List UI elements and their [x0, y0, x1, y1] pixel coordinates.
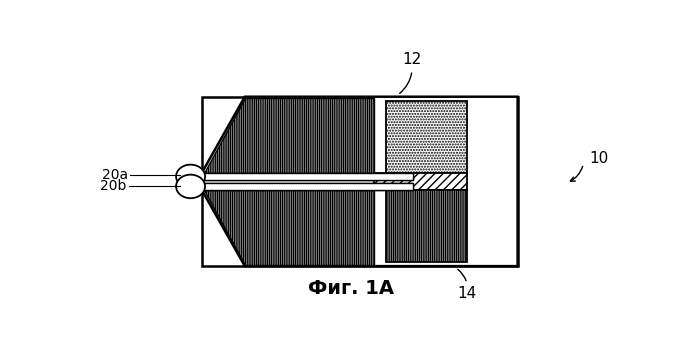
Bar — [202, 97, 517, 266]
Ellipse shape — [176, 165, 205, 188]
Bar — [202, 173, 413, 180]
Polygon shape — [202, 97, 517, 266]
FancyArrowPatch shape — [570, 166, 582, 181]
Text: 12: 12 — [400, 52, 421, 94]
Polygon shape — [204, 98, 374, 173]
Polygon shape — [204, 190, 374, 265]
Bar — [202, 183, 413, 190]
Bar — [386, 100, 468, 173]
Bar — [386, 190, 468, 262]
Bar — [202, 183, 413, 190]
Text: 20b: 20b — [100, 180, 126, 193]
Bar — [202, 173, 413, 180]
Text: 10: 10 — [589, 151, 609, 166]
Text: Фиг. 1А: Фиг. 1А — [308, 279, 394, 299]
Text: 14: 14 — [458, 269, 477, 301]
Text: 20a: 20a — [102, 168, 128, 182]
Bar — [374, 173, 468, 190]
Ellipse shape — [176, 175, 205, 198]
